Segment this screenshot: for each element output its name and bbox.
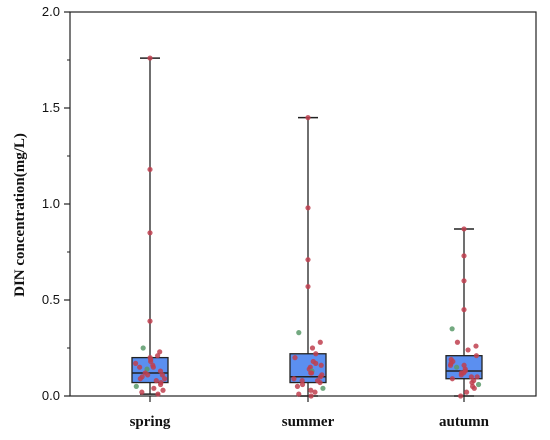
- data-point: [147, 230, 153, 236]
- y-tick-label: 0.5: [42, 292, 60, 307]
- x-category-label: autumn: [439, 414, 490, 430]
- y-tick-label: 2.0: [42, 4, 60, 19]
- data-point: [461, 226, 467, 232]
- data-point: [147, 55, 153, 61]
- data-point: [461, 362, 467, 368]
- data-point: [140, 345, 146, 351]
- data-point: [150, 364, 156, 370]
- data-point: [469, 379, 475, 386]
- data-point: [155, 391, 161, 397]
- data-point: [137, 376, 143, 382]
- data-point: [305, 283, 311, 290]
- data-point: [137, 364, 143, 370]
- data-point: [133, 383, 139, 389]
- data-point: [132, 360, 139, 366]
- data-point: [449, 326, 455, 332]
- data-point: [317, 379, 323, 386]
- data-point: [139, 389, 145, 395]
- data-point: [308, 393, 314, 399]
- data-point: [473, 353, 480, 359]
- data-point: [449, 376, 455, 382]
- data-point: [294, 383, 301, 389]
- data-point: [454, 339, 461, 345]
- data-point: [159, 372, 165, 378]
- data-point: [299, 381, 306, 388]
- data-point: [160, 387, 166, 393]
- data-point: [308, 370, 314, 376]
- y-axis-title: DIN concentration(mg/L): [12, 133, 28, 297]
- x-category-label: summer: [282, 414, 335, 430]
- data-point: [474, 374, 480, 380]
- plot-layer: 0.0 0.5 1.0 1.5 2.0 spring summer autumn: [42, 4, 537, 430]
- data-point: [460, 370, 467, 376]
- data-point: [309, 345, 316, 351]
- data-point: [305, 257, 311, 263]
- data-point: [157, 349, 163, 355]
- data-point: [162, 376, 168, 382]
- data-point: [154, 353, 161, 359]
- data-point: [148, 358, 154, 365]
- data-point: [157, 381, 164, 388]
- data-point: [305, 115, 311, 121]
- data-point: [468, 374, 474, 380]
- y-tick-label: 0.0: [42, 388, 60, 403]
- data-point: [461, 278, 467, 284]
- data-point: [145, 372, 151, 378]
- data-point: [473, 343, 479, 349]
- data-point: [461, 307, 467, 313]
- y-tick-label: 1.0: [42, 196, 60, 211]
- data-point: [318, 362, 324, 368]
- data-point: [292, 355, 298, 361]
- data-point: [454, 364, 460, 370]
- data-point: [461, 253, 467, 259]
- data-point: [458, 393, 464, 399]
- plot-frame: [69, 11, 537, 397]
- data-point: [465, 347, 471, 353]
- data-point: [464, 389, 470, 395]
- data-point: [447, 362, 454, 368]
- data-point: [320, 385, 326, 391]
- data-point: [312, 389, 318, 395]
- data-point: [308, 387, 314, 393]
- x-category-label: spring: [130, 414, 171, 430]
- data-point: [296, 330, 302, 336]
- data-point: [317, 374, 324, 380]
- data-point: [147, 166, 153, 173]
- data-point: [147, 318, 153, 324]
- data-point: [153, 378, 159, 384]
- y-tick-label: 1.5: [42, 100, 60, 115]
- data-point: [305, 205, 311, 211]
- data-point: [157, 368, 164, 374]
- data-point: [291, 376, 297, 382]
- data-point: [313, 351, 319, 357]
- data-point: [475, 381, 482, 388]
- data-point: [471, 385, 477, 391]
- data-point: [151, 385, 157, 391]
- data-point: [299, 378, 305, 384]
- data-point: [313, 360, 319, 366]
- data-point: [317, 339, 323, 345]
- data-point: [296, 391, 302, 397]
